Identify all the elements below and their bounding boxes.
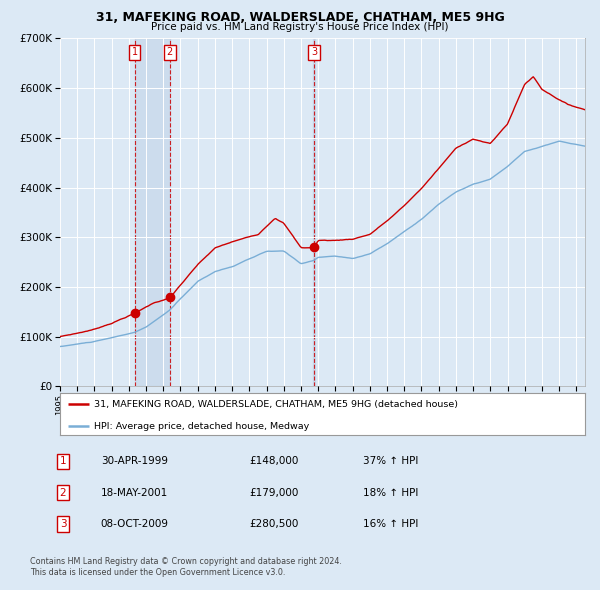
Text: 37% ↑ HPI: 37% ↑ HPI	[363, 457, 418, 466]
Text: 1: 1	[131, 47, 137, 57]
Text: This data is licensed under the Open Government Licence v3.0.: This data is licensed under the Open Gov…	[30, 568, 286, 577]
Text: Contains HM Land Registry data © Crown copyright and database right 2024.: Contains HM Land Registry data © Crown c…	[30, 558, 342, 566]
Text: 2: 2	[167, 47, 173, 57]
Text: HPI: Average price, detached house, Medway: HPI: Average price, detached house, Medw…	[94, 422, 310, 431]
Text: £280,500: £280,500	[249, 519, 298, 529]
Text: £148,000: £148,000	[249, 457, 298, 466]
Bar	[134, 38, 170, 386]
Text: 3: 3	[59, 519, 67, 529]
Text: 08-OCT-2009: 08-OCT-2009	[101, 519, 169, 529]
Text: £179,000: £179,000	[249, 488, 298, 497]
Text: Price paid vs. HM Land Registry's House Price Index (HPI): Price paid vs. HM Land Registry's House …	[151, 22, 449, 32]
Text: 31, MAFEKING ROAD, WALDERSLADE, CHATHAM, ME5 9HG (detached house): 31, MAFEKING ROAD, WALDERSLADE, CHATHAM,…	[94, 400, 458, 409]
Bar	[313, 38, 315, 386]
Text: 2: 2	[59, 488, 67, 497]
Text: 30-APR-1999: 30-APR-1999	[101, 457, 168, 466]
Text: 31, MAFEKING ROAD, WALDERSLADE, CHATHAM, ME5 9HG: 31, MAFEKING ROAD, WALDERSLADE, CHATHAM,…	[95, 11, 505, 24]
Text: 18-MAY-2001: 18-MAY-2001	[101, 488, 168, 497]
Text: 16% ↑ HPI: 16% ↑ HPI	[363, 519, 418, 529]
Text: 18% ↑ HPI: 18% ↑ HPI	[363, 488, 418, 497]
Text: 3: 3	[311, 47, 317, 57]
Text: 1: 1	[59, 457, 67, 466]
